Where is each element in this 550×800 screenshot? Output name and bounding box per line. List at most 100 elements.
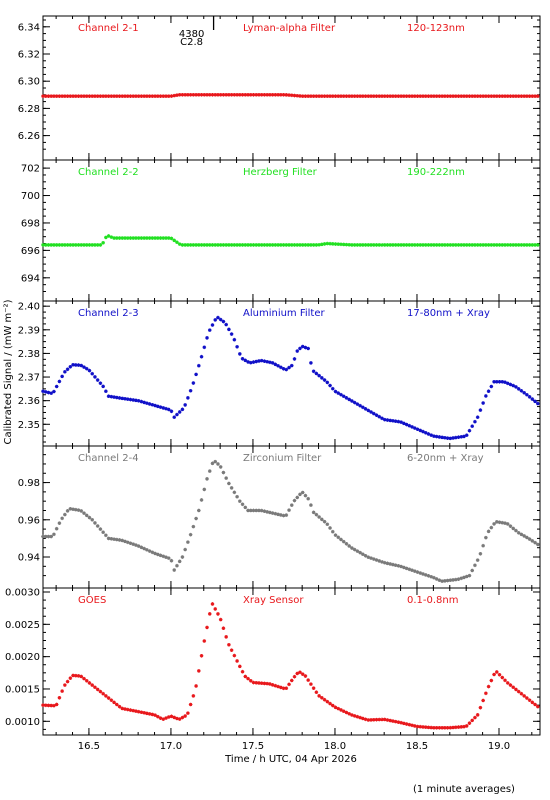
panel-frame xyxy=(42,15,541,161)
y-tick-label: 2.39 xyxy=(18,325,40,336)
data-point xyxy=(52,703,56,708)
x-tick-label: 17.0 xyxy=(160,741,182,752)
data-point xyxy=(467,243,472,247)
data-point xyxy=(456,725,461,729)
data-point xyxy=(464,433,469,437)
data-point xyxy=(314,371,319,376)
series-4 xyxy=(41,459,540,583)
data-point xyxy=(74,673,78,678)
data-point xyxy=(240,93,245,97)
data-point xyxy=(481,243,485,247)
data-point xyxy=(309,361,313,365)
data-point xyxy=(489,243,494,247)
panel-filter-label: Aluminium Filter xyxy=(243,308,326,319)
data-point xyxy=(186,396,190,400)
data-point xyxy=(402,94,406,98)
data-point xyxy=(459,94,464,98)
data-point xyxy=(106,536,111,541)
y-axis-title: Calibrated Signal / (mW m⁻²) xyxy=(3,299,14,444)
data-point xyxy=(380,94,384,98)
data-point xyxy=(459,576,464,581)
data-point xyxy=(188,532,193,537)
data-point xyxy=(257,243,261,247)
data-point xyxy=(257,508,261,513)
data-point xyxy=(210,461,215,466)
data-point xyxy=(341,539,346,544)
data-point xyxy=(145,94,149,98)
data-point xyxy=(325,241,330,246)
data-point xyxy=(93,243,97,247)
data-point xyxy=(380,560,384,564)
data-point xyxy=(300,672,305,676)
data-point xyxy=(418,94,423,98)
y-tick-label: 6.30 xyxy=(18,77,40,88)
data-point xyxy=(317,243,321,247)
data-point xyxy=(306,94,310,98)
data-point xyxy=(270,243,275,247)
data-point xyxy=(489,525,494,530)
data-point xyxy=(492,94,496,98)
data-point xyxy=(366,718,371,722)
data-point xyxy=(328,526,332,530)
data-point xyxy=(295,243,300,247)
data-point xyxy=(311,94,316,98)
data-point xyxy=(194,372,198,377)
data-point xyxy=(46,703,51,708)
data-point xyxy=(440,94,444,98)
data-point xyxy=(382,94,387,98)
data-point xyxy=(500,520,505,525)
panel-4: 0.94 0.96 0.98 Channel 2-4 Zirconium Filter 6… xyxy=(18,445,541,589)
data-point xyxy=(391,94,395,98)
data-point xyxy=(467,428,472,433)
data-point xyxy=(328,383,332,388)
data-point xyxy=(248,508,253,513)
data-point xyxy=(60,374,64,379)
data-point xyxy=(197,508,201,513)
data-point xyxy=(186,243,190,247)
data-point xyxy=(147,712,152,716)
data-point xyxy=(287,365,291,370)
data-point xyxy=(407,423,412,428)
data-point xyxy=(525,696,529,700)
data-point xyxy=(289,678,294,683)
data-point xyxy=(303,674,308,678)
data-point xyxy=(396,419,401,424)
data-point xyxy=(54,384,59,389)
data-point xyxy=(402,721,406,726)
data-point xyxy=(440,579,444,583)
data-point xyxy=(213,459,218,464)
data-point xyxy=(352,94,357,98)
data-point xyxy=(443,94,447,98)
data-point xyxy=(221,93,226,97)
data-point xyxy=(279,685,283,690)
data-point xyxy=(459,243,464,247)
data-point xyxy=(41,703,45,707)
data-point xyxy=(369,556,373,560)
data-point xyxy=(478,551,483,556)
data-point xyxy=(437,725,442,730)
data-point xyxy=(421,429,425,434)
data-point xyxy=(183,403,187,407)
data-point xyxy=(448,94,453,98)
data-point xyxy=(115,702,119,707)
data-point xyxy=(112,395,116,399)
data-point xyxy=(489,94,494,98)
data-point xyxy=(169,558,174,563)
data-point xyxy=(153,713,157,717)
data-point xyxy=(82,511,86,515)
data-point xyxy=(131,398,136,402)
data-point xyxy=(415,94,420,98)
data-point xyxy=(423,573,428,577)
data-point xyxy=(54,526,59,531)
data-point xyxy=(519,691,524,696)
data-point xyxy=(358,550,362,555)
data-point xyxy=(57,695,62,700)
data-point xyxy=(125,94,130,98)
data-point xyxy=(136,236,141,240)
data-point xyxy=(246,243,250,247)
data-point xyxy=(341,709,346,714)
data-point xyxy=(533,399,537,404)
data-point xyxy=(194,243,198,247)
data-point xyxy=(268,243,272,247)
data-point xyxy=(341,394,346,399)
